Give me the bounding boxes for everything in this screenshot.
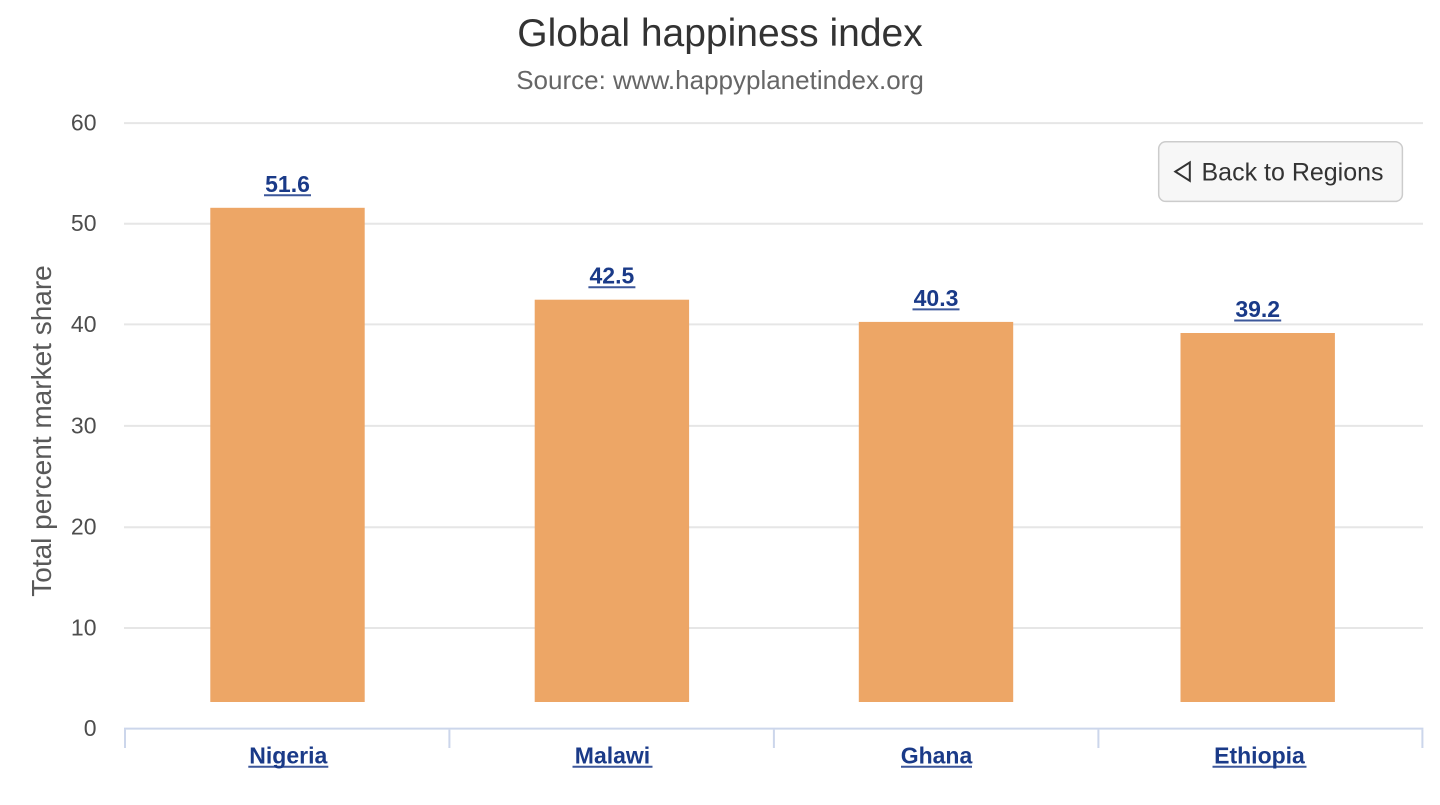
svg-text:Nigeria: Nigeria bbox=[249, 742, 327, 768]
svg-text:10: 10 bbox=[71, 614, 97, 640]
svg-text:40: 40 bbox=[71, 311, 97, 337]
svg-text:Ghana: Ghana bbox=[901, 742, 973, 768]
svg-text:Source: www.happyplanetindex.o: Source: www.happyplanetindex.org bbox=[516, 65, 924, 95]
svg-text:Global happiness index: Global happiness index bbox=[517, 12, 923, 55]
svg-text:Total percent market share: Total percent market share bbox=[26, 265, 57, 597]
svg-text:60: 60 bbox=[71, 110, 97, 136]
svg-text:Ethiopia: Ethiopia bbox=[1214, 742, 1305, 768]
svg-text:Malawi: Malawi bbox=[575, 742, 650, 768]
svg-text:30: 30 bbox=[71, 412, 97, 438]
svg-text:Back to Regions: Back to Regions bbox=[1202, 159, 1384, 187]
svg-text:40.3: 40.3 bbox=[914, 285, 959, 311]
svg-text:42.5: 42.5 bbox=[590, 263, 635, 289]
svg-text:39.2: 39.2 bbox=[1235, 296, 1280, 322]
svg-text:51.6: 51.6 bbox=[265, 171, 310, 197]
svg-text:20: 20 bbox=[71, 514, 97, 540]
svg-text:0: 0 bbox=[84, 715, 97, 741]
svg-text:50: 50 bbox=[71, 210, 97, 236]
